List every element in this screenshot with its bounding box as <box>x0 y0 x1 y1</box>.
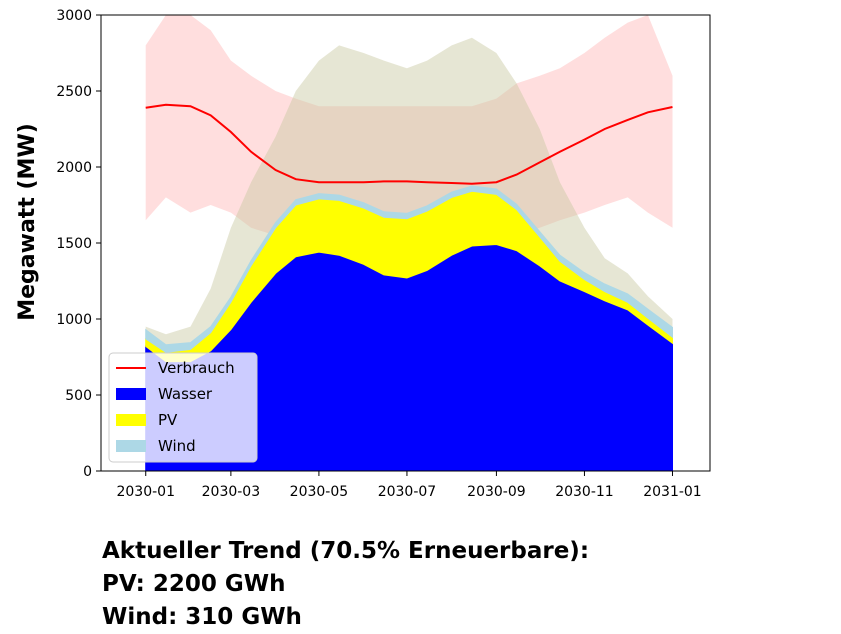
x-axis: 2030-01 2030-03 2030-05 2030-07 2030-09 2030-… <box>116 471 702 500</box>
line-verbrauch <box>145 103 673 185</box>
legend-label-pv: PV <box>158 411 178 429</box>
legend-label-wasser: Wasser <box>158 385 213 403</box>
x-tick-label: 2030-05 <box>290 484 349 500</box>
summary-text: Aktueller Trend (70.5% Erneuerbare): PV:… <box>102 535 589 634</box>
fluctuation-band-1 <box>145 15 673 243</box>
summary-wind: Wind: 310 GWh <box>102 604 302 630</box>
x-tick-label: 2030-01 <box>116 484 175 500</box>
x-tick-label: 2030-11 <box>555 484 614 500</box>
y-tick-label: 1000 <box>56 312 92 328</box>
y-tick-label: 0 <box>83 464 92 480</box>
legend-swatch-pv <box>116 414 146 426</box>
y-axis: 0 500 1000 1500 2000 2500 3000 <box>56 8 101 480</box>
x-tick-label: 2030-03 <box>202 484 261 500</box>
y-tick-label: 1500 <box>56 236 92 252</box>
x-tick-label: 2030-07 <box>378 484 437 500</box>
y-tick-label: 3000 <box>56 8 92 24</box>
summary-trend: Aktueller Trend (70.5% Erneuerbare): <box>102 538 590 564</box>
legend-swatch-wind <box>116 440 146 452</box>
consumption-lines <box>145 103 673 185</box>
y-tick-label: 2000 <box>56 160 92 176</box>
y-axis-label: Megawatt (MW) <box>15 123 40 321</box>
stacked-areas <box>145 185 673 471</box>
legend-swatch-wasser <box>116 388 146 400</box>
legend: Verbrauch Wasser PV Wind <box>108 352 258 463</box>
x-tick-label: 2031-01 <box>643 484 702 500</box>
legend-box <box>108 352 258 463</box>
y-tick-label: 500 <box>65 388 92 404</box>
legend-label-verbrauch: Verbrauch <box>158 359 235 377</box>
x-tick-label: 2030-09 <box>467 484 526 500</box>
area-wind <box>145 185 673 353</box>
y-tick-label: 2500 <box>56 84 92 100</box>
legend-label-wind: Wind <box>158 437 196 455</box>
summary-pv: PV: 2200 GWh <box>102 571 286 597</box>
